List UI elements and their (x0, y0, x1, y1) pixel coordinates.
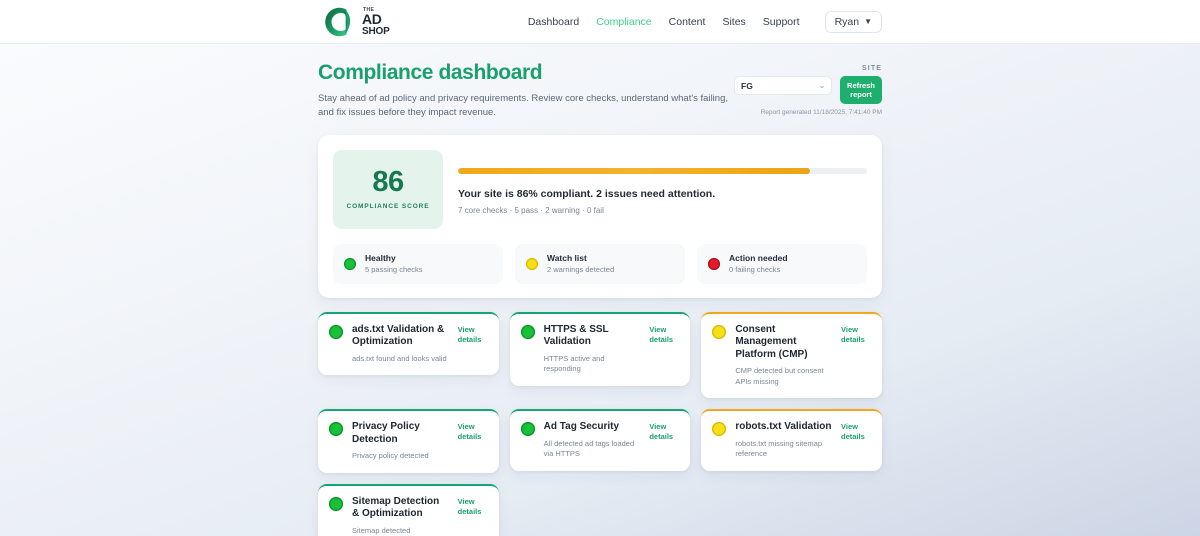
score-badge: 86 COMPLIANCE SCORE (333, 149, 443, 229)
nav-item-compliance[interactable]: Compliance (596, 15, 652, 28)
compliance-progress-bar (458, 167, 867, 174)
chevron-down-icon: ▼ (864, 16, 872, 26)
status-tile-title: Healthy (365, 252, 396, 263)
status-dot-green-icon (329, 422, 343, 437)
view-details-link[interactable]: View details (841, 422, 865, 442)
brand-wordmark: THE AD SHOP (362, 6, 390, 36)
check-card-sitemap[interactable]: Sitemap Detection & Optimization Sitemap… (318, 483, 499, 536)
nav-item-sites[interactable]: Sites (722, 15, 746, 28)
status-tile-subtitle: 5 passing checks (365, 264, 423, 274)
status-tile-healthy: Healthy 5 passing checks (333, 243, 503, 284)
check-description: Privacy policy detected (352, 451, 429, 461)
status-tile-subtitle: 0 failing checks (729, 264, 781, 274)
status-dot-yellow-icon (712, 422, 727, 437)
status-tile-title: Action needed (729, 252, 788, 263)
check-card-ads-txt[interactable]: ads.txt Validation & Optimization ads.tx… (318, 311, 499, 376)
check-description: All detected ad tags loaded via HTTPS (543, 438, 635, 459)
check-description: CMP detected but consent APIs missing (735, 366, 824, 386)
view-details-link[interactable]: View details (457, 422, 482, 442)
page-header: Compliance dashboard Stay ahead of ad po… (318, 44, 882, 120)
chevron-down-icon: ⌄ (819, 82, 825, 90)
status-dot-green-icon (344, 257, 356, 270)
view-details-link[interactable]: View details (841, 324, 865, 344)
nav-item-dashboard[interactable]: Dashboard (527, 15, 580, 28)
score-breakdown-meta: 7 core checks · 5 pass · 2 warning · 0 f… (458, 205, 604, 215)
brand-ad-text: AD (362, 11, 382, 28)
view-details-link[interactable]: View details (457, 324, 482, 344)
status-dot-green-icon (329, 496, 343, 511)
view-details-link[interactable]: View details (457, 496, 482, 516)
top-navigation-bar: THE AD SHOP Dashboard Compliance Content… (0, 0, 1200, 44)
status-dot-yellow-icon (526, 257, 538, 270)
compliance-checks-grid: ads.txt Validation & Optimization ads.tx… (318, 311, 882, 536)
status-dot-green-icon (329, 324, 343, 339)
score-value: 86 (372, 166, 404, 199)
status-dot-green-icon (520, 422, 535, 437)
page-content: Compliance dashboard Stay ahead of ad po… (0, 44, 1200, 536)
primary-nav-links: Dashboard Compliance Content Sites Suppo… (527, 10, 882, 33)
check-description: Sitemap detected (352, 525, 411, 535)
check-title: robots.txt Validation (735, 421, 832, 433)
site-controls-group: SITE FG ⌄ Refresh report Report generate… (734, 61, 882, 116)
status-tile-title: Watch list (547, 252, 587, 263)
status-tile-action-needed: Action needed 0 failing checks (697, 243, 867, 284)
check-card-robots-txt[interactable]: robots.txt Validation robots.txt missing… (701, 409, 882, 471)
status-dot-yellow-icon (712, 324, 727, 339)
compliance-progress-fill (458, 167, 810, 174)
adshop-circle-logo-icon (318, 3, 360, 41)
page-subtitle: Stay ahead of ad policy and privacy requ… (318, 93, 729, 118)
check-description: ads.txt found and looks valid (352, 353, 447, 363)
compliance-score-card: 86 COMPLIANCE SCORE Your site is 86% com… (318, 134, 882, 298)
check-card-cmp[interactable]: Consent Management Platform (CMP) CMP de… (701, 311, 882, 399)
check-card-https-ssl[interactable]: HTTPS & SSL Validation HTTPS active and … (509, 311, 691, 386)
brand-the-text: THE (363, 7, 375, 14)
status-tile-watch-list: Watch list 2 warnings detected (515, 243, 685, 284)
status-tiles-row: Healthy 5 passing checks Watch list 2 wa… (333, 243, 867, 284)
score-headline: Your site is 86% compliant. 2 issues nee… (458, 187, 716, 200)
page-title: Compliance dashboard (318, 61, 543, 84)
refresh-report-button[interactable]: Refresh report (840, 76, 882, 104)
nav-item-content[interactable]: Content (668, 15, 706, 28)
check-title: Sitemap Detection & Optimization (352, 495, 440, 520)
user-name-label: Ryan (834, 15, 860, 28)
nav-item-support[interactable]: Support (762, 15, 800, 28)
check-card-privacy-policy[interactable]: Privacy Policy Detection Privacy policy … (318, 409, 499, 473)
status-tile-subtitle: 2 warnings detected (547, 264, 615, 274)
site-selector-label: SITE (862, 65, 882, 72)
check-card-ad-tag-security[interactable]: Ad Tag Security All detected ad tags loa… (509, 409, 691, 471)
check-title: HTTPS & SSL Validation (543, 323, 609, 348)
site-select-value: FG (741, 80, 753, 91)
brand-shop-text: SHOP (362, 25, 390, 37)
status-dot-red-icon (708, 257, 720, 270)
check-description: HTTPS active and responding (543, 353, 605, 374)
check-description: robots.txt missing sitemap reference (735, 438, 823, 459)
user-menu-button[interactable]: Ryan ▼ (824, 10, 882, 33)
check-title: ads.txt Validation & Optimization (352, 323, 445, 348)
view-details-link[interactable]: View details (649, 324, 674, 344)
site-select-dropdown[interactable]: FG ⌄ (734, 76, 832, 95)
view-details-link[interactable]: View details (649, 422, 674, 442)
check-title: Consent Management Platform (CMP) (735, 323, 808, 360)
score-caption: COMPLIANCE SCORE (346, 203, 430, 211)
report-generated-timestamp: Report generated 11/18/2025, 7:41:40 PM (760, 109, 882, 116)
status-dot-green-icon (520, 324, 535, 339)
check-title: Ad Tag Security (543, 421, 620, 433)
brand-logo[interactable]: THE AD SHOP (318, 3, 390, 41)
check-title: Privacy Policy Detection (352, 421, 420, 445)
